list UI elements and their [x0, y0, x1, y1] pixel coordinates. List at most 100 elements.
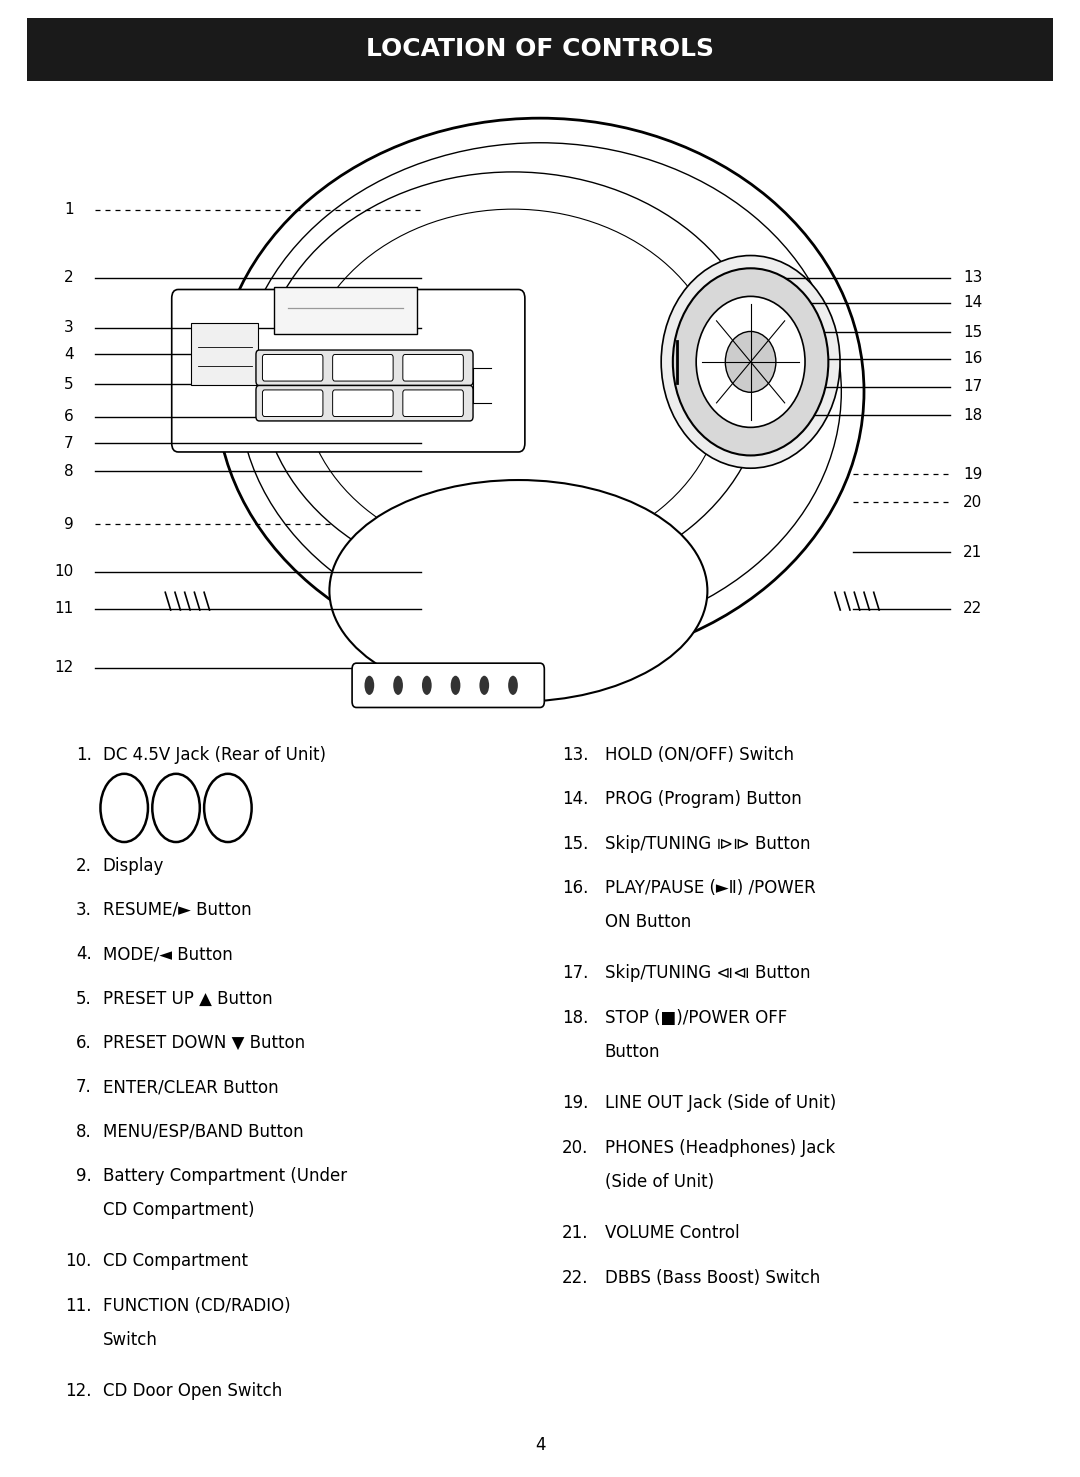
- Ellipse shape: [216, 118, 864, 665]
- Text: LOCATION OF CONTROLS: LOCATION OF CONTROLS: [366, 37, 714, 62]
- Text: 6.: 6.: [76, 1034, 92, 1052]
- FancyBboxPatch shape: [256, 350, 473, 385]
- Text: 5.: 5.: [76, 990, 92, 1007]
- Text: Button: Button: [605, 1043, 660, 1060]
- FancyBboxPatch shape: [333, 390, 393, 417]
- Ellipse shape: [450, 676, 460, 696]
- Text: 15.: 15.: [563, 835, 589, 852]
- Text: 16.: 16.: [563, 879, 589, 897]
- Text: Switch: Switch: [103, 1331, 158, 1349]
- Text: 14.: 14.: [563, 790, 589, 808]
- Ellipse shape: [393, 676, 403, 696]
- FancyBboxPatch shape: [262, 390, 323, 417]
- Ellipse shape: [365, 676, 375, 696]
- Text: 18: 18: [963, 408, 983, 422]
- Ellipse shape: [673, 269, 828, 455]
- Text: 1: 1: [64, 202, 73, 217]
- Text: 5: 5: [64, 377, 73, 391]
- Text: 12: 12: [54, 660, 73, 675]
- Text: 6: 6: [64, 409, 73, 424]
- Text: 3: 3: [64, 321, 73, 335]
- FancyBboxPatch shape: [352, 663, 544, 707]
- Ellipse shape: [509, 676, 518, 696]
- Text: +: +: [221, 799, 234, 817]
- FancyBboxPatch shape: [333, 354, 393, 381]
- Text: 19: 19: [963, 467, 983, 482]
- Text: ENTER/CLEAR Button: ENTER/CLEAR Button: [103, 1078, 279, 1096]
- Text: MENU/ESP/BAND Button: MENU/ESP/BAND Button: [103, 1123, 303, 1140]
- FancyBboxPatch shape: [274, 287, 417, 334]
- Text: Skip/TUNING ⧐⧐ Button: Skip/TUNING ⧐⧐ Button: [605, 835, 810, 852]
- Ellipse shape: [480, 676, 489, 696]
- Text: 7: 7: [64, 436, 73, 450]
- Text: PROG (Program) Button: PROG (Program) Button: [605, 790, 801, 808]
- Text: 13.: 13.: [562, 746, 589, 764]
- Text: LINE OUT Jack (Side of Unit): LINE OUT Jack (Side of Unit): [605, 1094, 836, 1112]
- Text: CD Compartment): CD Compartment): [103, 1201, 254, 1219]
- Text: 16: 16: [963, 352, 983, 366]
- FancyBboxPatch shape: [27, 18, 1053, 81]
- Text: VOLUME Control: VOLUME Control: [605, 1224, 740, 1242]
- Text: 2: 2: [64, 270, 73, 285]
- Ellipse shape: [726, 331, 775, 393]
- Text: STOP (■)/POWER OFF: STOP (■)/POWER OFF: [605, 1009, 787, 1027]
- Text: HOLD (ON/OFF) Switch: HOLD (ON/OFF) Switch: [605, 746, 794, 764]
- Text: (Side of Unit): (Side of Unit): [605, 1173, 714, 1190]
- Text: 12.: 12.: [65, 1382, 92, 1400]
- Text: 22: 22: [963, 601, 983, 616]
- Text: Skip/TUNING ⧏⧏ Button: Skip/TUNING ⧏⧏ Button: [605, 964, 810, 982]
- Ellipse shape: [422, 676, 432, 696]
- Text: CD Door Open Switch: CD Door Open Switch: [103, 1382, 282, 1400]
- Text: 4.: 4.: [76, 945, 92, 963]
- FancyBboxPatch shape: [256, 385, 473, 421]
- Text: FUNCTION (CD/RADIO): FUNCTION (CD/RADIO): [103, 1297, 291, 1315]
- Ellipse shape: [697, 297, 805, 427]
- Text: PRESET DOWN ▼ Button: PRESET DOWN ▼ Button: [103, 1034, 305, 1052]
- Text: 8: 8: [64, 464, 73, 479]
- Text: 15: 15: [963, 325, 983, 340]
- FancyBboxPatch shape: [191, 323, 258, 385]
- Text: 9: 9: [64, 517, 73, 532]
- Text: 13: 13: [963, 270, 983, 285]
- Text: Display: Display: [103, 857, 164, 874]
- Text: 20: 20: [963, 495, 983, 510]
- Text: PLAY/PAUSE (►Ⅱ) /POWER: PLAY/PAUSE (►Ⅱ) /POWER: [605, 879, 815, 897]
- Text: 14: 14: [963, 295, 983, 310]
- FancyBboxPatch shape: [403, 354, 463, 381]
- Text: 3.: 3.: [76, 901, 92, 919]
- Text: 11.: 11.: [65, 1297, 92, 1315]
- Text: PHONES (Headphones) Jack: PHONES (Headphones) Jack: [605, 1139, 835, 1156]
- Text: MODE/◄ Button: MODE/◄ Button: [103, 945, 232, 963]
- Text: ON Button: ON Button: [605, 913, 691, 931]
- Text: 10.: 10.: [66, 1252, 92, 1270]
- Ellipse shape: [152, 774, 200, 842]
- Text: RESUME/► Button: RESUME/► Button: [103, 901, 252, 919]
- Ellipse shape: [661, 256, 840, 468]
- Text: 20.: 20.: [563, 1139, 589, 1156]
- Text: 17.: 17.: [563, 964, 589, 982]
- Text: CD Compartment: CD Compartment: [103, 1252, 247, 1270]
- Text: 4: 4: [64, 347, 73, 362]
- Text: PRESET UP ▲ Button: PRESET UP ▲ Button: [103, 990, 272, 1007]
- Text: 7.: 7.: [76, 1078, 92, 1096]
- Text: 9.: 9.: [76, 1167, 92, 1185]
- FancyBboxPatch shape: [262, 354, 323, 381]
- Text: 18.: 18.: [563, 1009, 589, 1027]
- FancyBboxPatch shape: [403, 390, 463, 417]
- Text: 21.: 21.: [562, 1224, 589, 1242]
- Text: C: C: [170, 799, 183, 817]
- Text: 22.: 22.: [562, 1269, 589, 1286]
- Text: Battery Compartment (Under: Battery Compartment (Under: [103, 1167, 347, 1185]
- Text: 17: 17: [963, 380, 983, 394]
- Ellipse shape: [329, 480, 707, 702]
- Text: DC 4.5V Jack (Rear of Unit): DC 4.5V Jack (Rear of Unit): [103, 746, 325, 764]
- Text: 11: 11: [54, 601, 73, 616]
- Text: -: -: [121, 799, 127, 817]
- Text: 19.: 19.: [563, 1094, 589, 1112]
- Ellipse shape: [204, 774, 252, 842]
- Text: 4: 4: [535, 1436, 545, 1453]
- Ellipse shape: [100, 774, 148, 842]
- FancyBboxPatch shape: [172, 289, 525, 452]
- Text: 1.: 1.: [76, 746, 92, 764]
- Text: 10: 10: [54, 564, 73, 579]
